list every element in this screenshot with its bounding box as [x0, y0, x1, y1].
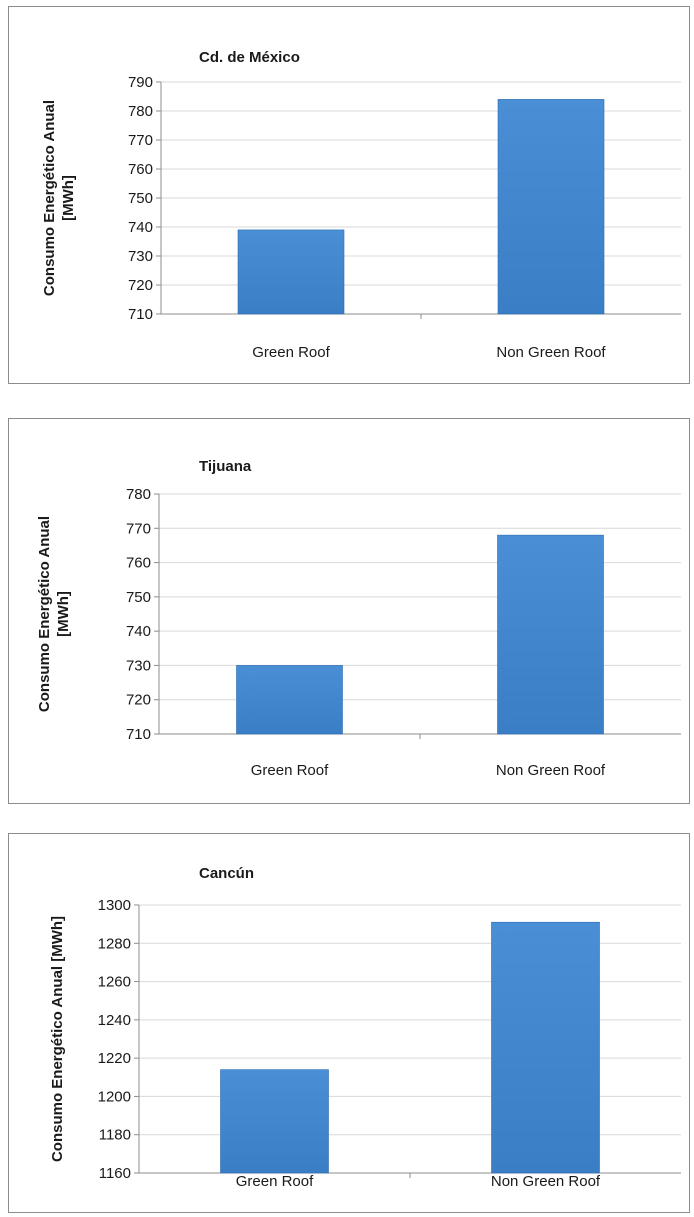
- bar-green-roof: [220, 1069, 329, 1174]
- y-axis-title-line: [MWh]: [55, 591, 72, 637]
- y-tick-label: 750: [126, 589, 151, 606]
- x-category-label: Green Roof: [236, 1173, 314, 1190]
- bar-green-roof: [237, 229, 345, 315]
- chart-panel-tijuana: 710 720 730 740 750 760 770 780 Green Roof Non Gr…: [8, 418, 690, 804]
- y-tick-label: 1260: [98, 974, 131, 991]
- y-tick-label: 730: [126, 657, 151, 674]
- chart-title: Cancún: [199, 865, 254, 882]
- y-axis-title-line: Consumo Energético Anual: [41, 100, 58, 296]
- chart-panel-mexico: 710 720 730 740 750 760 770 780 790 Green Roof Non…: [8, 6, 690, 384]
- y-tick-label: 740: [126, 623, 151, 640]
- y-axis-title-line: Consumo Energético Anual: [36, 516, 53, 712]
- y-axis-title: Consumo Energético Anual [MWh]: [36, 516, 72, 712]
- y-tick-label: 790: [128, 74, 153, 91]
- y-tick-label: 720: [126, 692, 151, 709]
- y-tick-label: 1240: [98, 1012, 131, 1029]
- y-axis-title: Consumo Energético Anual [MWh]: [49, 916, 66, 1162]
- y-tick-label: 1200: [98, 1088, 131, 1105]
- y-tick-label: 1180: [99, 1127, 131, 1144]
- y-tick-label: 720: [128, 277, 153, 294]
- y-tick-label: 710: [128, 306, 153, 323]
- bar-non-green-roof: [491, 921, 600, 1174]
- chart-svg-cancun: 1160 1180 1200 1220 1240 1260 1280 1300 Green Ro…: [49, 865, 681, 1190]
- x-category-label: Green Roof: [252, 344, 330, 361]
- y-tick-label: 770: [126, 520, 151, 537]
- y-tick-label: 710: [126, 726, 151, 743]
- x-category-label: Non Green Roof: [496, 762, 606, 779]
- chart-svg-mexico: 710 720 730 740 750 760 770 780 790 Green Roof Non…: [41, 49, 681, 361]
- y-tick-label: 760: [128, 161, 153, 178]
- x-category-label: Non Green Roof: [496, 344, 606, 361]
- chart-title: Tijuana: [199, 458, 252, 475]
- y-tick-label: 1220: [98, 1050, 131, 1067]
- y-tick-label: 780: [126, 486, 151, 503]
- y-tick-label: 780: [128, 103, 153, 120]
- bar-green-roof: [236, 665, 343, 735]
- chart-svg-tijuana: 710 720 730 740 750 760 770 780 Green Roof Non Gr…: [36, 458, 681, 779]
- y-tick-label: 1300: [98, 897, 131, 914]
- y-tick-label: 760: [126, 555, 151, 572]
- y-tick-label: 750: [128, 190, 153, 207]
- y-tick-label: 730: [128, 248, 153, 265]
- y-tick-label: 740: [128, 219, 153, 236]
- y-axis-title-line: [MWh]: [60, 175, 77, 221]
- y-axis-title-line: Consumo Energético Anual [MWh]: [49, 916, 66, 1162]
- y-tick-label: 1160: [99, 1165, 131, 1182]
- chart-panel-cancun: 1160 1180 1200 1220 1240 1260 1280 1300 Green Ro…: [8, 833, 690, 1213]
- x-category-label: Green Roof: [251, 762, 329, 779]
- y-tick-label: 1280: [98, 935, 131, 952]
- chart-title: Cd. de México: [199, 49, 300, 66]
- y-axis-title: Consumo Energético Anual [MWh]: [41, 100, 77, 296]
- x-category-label: Non Green Roof: [491, 1173, 601, 1190]
- bar-non-green-roof: [497, 534, 604, 735]
- y-tick-label: 770: [128, 132, 153, 149]
- bar-non-green-roof: [497, 99, 605, 315]
